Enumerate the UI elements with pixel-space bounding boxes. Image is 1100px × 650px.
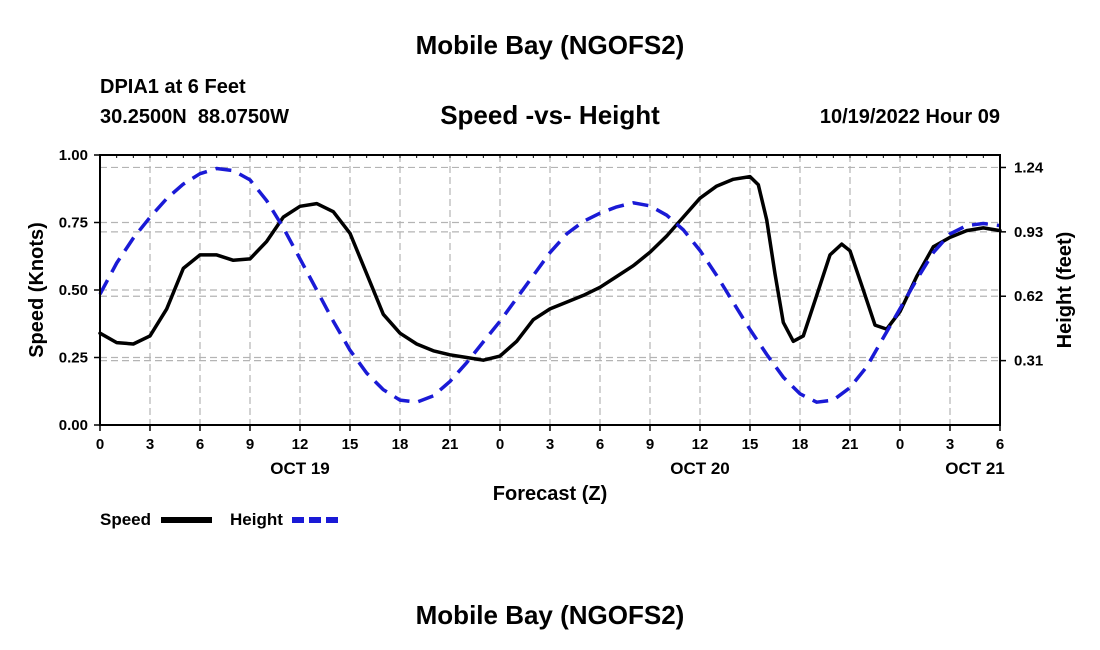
footer-title: Mobile Bay (NGOFS2) xyxy=(415,600,685,630)
y-left-tick-label: 0.50 xyxy=(59,282,88,299)
x-tick-label: 18 xyxy=(792,436,809,453)
x-tick-label: 15 xyxy=(742,436,759,453)
y-left-tick-label: 0.75 xyxy=(59,215,88,232)
x-tick-label: 0 xyxy=(896,436,904,453)
x-tick-label: 6 xyxy=(196,436,204,453)
grid xyxy=(100,155,1000,425)
legend: Speed Height xyxy=(100,510,342,529)
x-tick-label: 0 xyxy=(96,436,104,453)
x-tick-label: 18 xyxy=(392,436,409,453)
axis-ticks: 0 3 6 9 12 15 18 21 0 3 6 9 12 15 18 21 0 3 6 0.00 0.25 0.50 0… xyxy=(59,147,1044,478)
x-tick-label: 15 xyxy=(342,436,359,453)
date-label: OCT 19 xyxy=(270,459,330,478)
chart-subtitle: Speed -vs- Height xyxy=(440,100,660,130)
y-left-tick-label: 0.00 xyxy=(59,417,88,434)
date-label: OCT 21 xyxy=(945,459,1005,478)
x-tick-label: 3 xyxy=(146,436,154,453)
x-tick-label: 21 xyxy=(842,436,859,453)
x-tick-label: 3 xyxy=(546,436,554,453)
y-left-tick-label: 0.25 xyxy=(59,350,88,367)
forecast-timestamp: 10/19/2022 Hour 09 xyxy=(819,106,1000,128)
x-axis-label: Forecast (Z) xyxy=(493,483,607,505)
station-coords: 30.2500N 88.0750W xyxy=(100,106,290,128)
y-right-tick-label: 0.31 xyxy=(1014,353,1043,370)
x-tick-label: 6 xyxy=(596,436,604,453)
x-tick-label: 0 xyxy=(496,436,504,453)
series-line-height xyxy=(98,166,1001,404)
x-tick-label: 9 xyxy=(646,436,654,453)
chart-title: Mobile Bay (NGOFS2) xyxy=(415,30,685,60)
legend-height-label: Height xyxy=(230,510,283,529)
y-right-tick-label: 1.24 xyxy=(1014,159,1044,176)
y-axis-left-label: Speed (Knots) xyxy=(26,222,48,358)
series-line-speed xyxy=(98,174,1002,362)
x-tick-label: 9 xyxy=(246,436,254,453)
x-tick-label: 6 xyxy=(996,436,1004,453)
x-tick-label: 3 xyxy=(946,436,954,453)
y-axis-right-label: Height (feet) xyxy=(1054,232,1076,349)
x-tick-label: 21 xyxy=(442,436,459,453)
legend-speed-label: Speed xyxy=(100,510,151,529)
series-layer xyxy=(98,166,1002,404)
y-right-tick-label: 0.62 xyxy=(1014,288,1043,305)
y-right-tick-label: 0.93 xyxy=(1014,224,1043,241)
x-tick-label: 12 xyxy=(292,436,309,453)
y-left-tick-label: 1.00 xyxy=(59,147,88,164)
station-label: DPIA1 at 6 Feet xyxy=(100,76,246,98)
x-tick-label: 12 xyxy=(692,436,709,453)
date-label: OCT 20 xyxy=(670,459,730,478)
